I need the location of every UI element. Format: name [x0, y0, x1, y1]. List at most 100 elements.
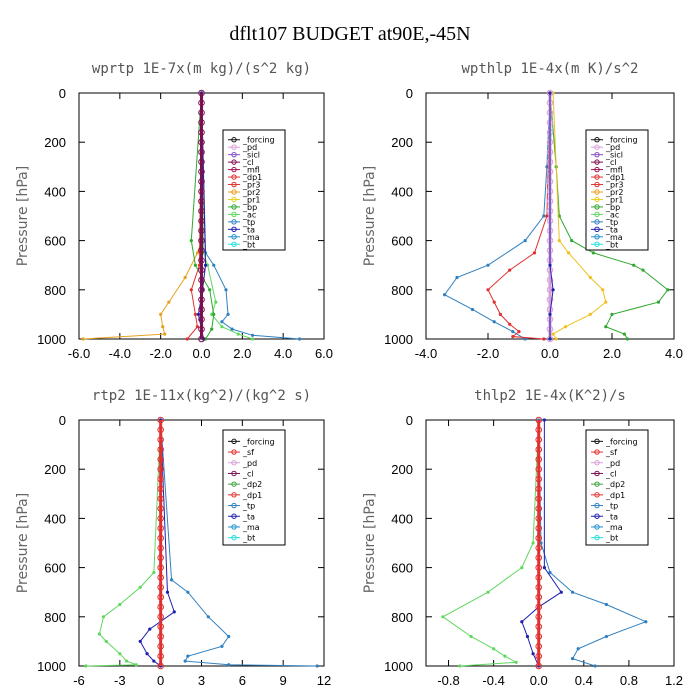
x-tick-label: -4.0 — [415, 346, 437, 361]
series-marker — [198, 276, 205, 284]
legend-label: _bt — [242, 240, 255, 249]
series-point — [548, 91, 552, 95]
legend-marker — [594, 524, 600, 530]
legend-marker — [594, 513, 600, 519]
series-marker — [157, 554, 164, 562]
legend-label: _bp — [242, 203, 257, 212]
series-point — [548, 312, 552, 316]
series-point — [492, 320, 496, 324]
series-point — [458, 664, 462, 668]
series-point — [138, 639, 142, 644]
y-tick-label: 800 — [391, 283, 413, 298]
legend-marker — [594, 438, 600, 445]
series-marker — [198, 197, 205, 205]
legend-marker — [231, 449, 237, 455]
series-point — [185, 337, 189, 341]
series-point — [588, 312, 592, 316]
series-line-tp — [538, 419, 648, 667]
y-tick-label: 800 — [391, 610, 413, 625]
legend-marker — [231, 144, 237, 150]
series-point — [441, 615, 445, 619]
legend-label: _tp — [242, 218, 255, 227]
series-line-ta — [521, 420, 562, 667]
y-axis-label: Pressure [hPa] — [362, 493, 378, 593]
legend-label: _ta — [605, 225, 618, 234]
x-tick-label: -3 — [114, 673, 126, 688]
series-marker — [198, 217, 205, 225]
series-point — [186, 654, 190, 658]
legend-label: _pr3 — [605, 181, 623, 190]
x-tick-label: -2.0 — [149, 346, 171, 361]
series-point — [250, 333, 255, 337]
series-point — [514, 660, 518, 664]
plot-panel-2: wpthlp 1E-4x(m K)/s^2 Pressure [hPa] -4.0 -… — [362, 61, 683, 361]
series-point — [554, 337, 558, 341]
x-tick-label: -6.0 — [68, 346, 90, 361]
legend-label: _dp1 — [605, 173, 625, 182]
legend-label: _bt — [605, 240, 618, 249]
x-tick-label: -6 — [73, 673, 85, 688]
series-point — [84, 664, 88, 668]
series-marker — [157, 524, 164, 532]
series-point — [148, 627, 152, 631]
legend-marker — [594, 534, 600, 541]
series-marker — [198, 316, 205, 323]
series-point — [517, 330, 521, 334]
series-point — [641, 268, 645, 272]
series-marker — [157, 583, 164, 591]
series-point — [172, 610, 176, 614]
series-marker — [535, 613, 543, 621]
series-marker — [535, 554, 543, 562]
series-marker — [535, 524, 543, 532]
legend-marker — [231, 438, 237, 445]
y-tick-label: 0 — [59, 86, 66, 101]
series-marker — [157, 652, 164, 660]
series-point — [169, 578, 174, 582]
y-tick-label: 1000 — [37, 332, 66, 347]
legend-marker — [594, 470, 600, 477]
series-point — [145, 652, 149, 656]
series-point — [486, 263, 490, 267]
legend-label: _sf — [605, 448, 617, 457]
series-marker — [535, 643, 543, 650]
series-marker — [157, 593, 164, 601]
legend-marker — [231, 460, 237, 466]
y-tick-label: 400 — [44, 184, 66, 199]
y-axis-label: Pressure [hPa] — [15, 166, 31, 266]
legend-label: _dp2 — [242, 480, 262, 489]
series-point — [208, 288, 212, 292]
series-point — [531, 652, 535, 656]
y-tick-label: 600 — [44, 561, 66, 576]
series-point — [632, 263, 636, 267]
series-point — [159, 312, 163, 316]
legend-label: _dp2 — [605, 480, 625, 489]
series-point — [443, 293, 447, 297]
legend-marker — [231, 219, 237, 225]
legend-label: _bp — [605, 203, 620, 212]
series-marker — [535, 475, 543, 483]
legend-box — [585, 429, 649, 546]
legend-marker — [594, 151, 600, 158]
series-point — [511, 334, 515, 339]
series-point — [548, 263, 552, 267]
series-point — [563, 325, 568, 329]
series-point — [557, 239, 561, 243]
y-axis-label: Pressure [hPa] — [362, 166, 378, 266]
legend-label: _pr2 — [242, 188, 260, 197]
figure-title: dflt107 BUDGET at90E,-45N — [229, 23, 470, 45]
series-marker — [535, 662, 543, 670]
legend-marker — [231, 137, 237, 143]
legend-label: _forcing — [242, 136, 275, 145]
legend-label: _cl — [605, 158, 617, 167]
legend-marker — [231, 234, 237, 240]
legend-label: _pr1 — [605, 195, 623, 204]
legend-marker — [594, 460, 600, 466]
series-marker — [157, 505, 164, 512]
legend-label: _pr2 — [605, 188, 623, 197]
series-marker — [535, 505, 543, 512]
series-marker — [535, 603, 543, 611]
legend-label: _tp — [242, 502, 255, 511]
series-point — [134, 663, 138, 667]
series-point — [118, 652, 122, 656]
legend-label: _ma — [605, 233, 623, 242]
